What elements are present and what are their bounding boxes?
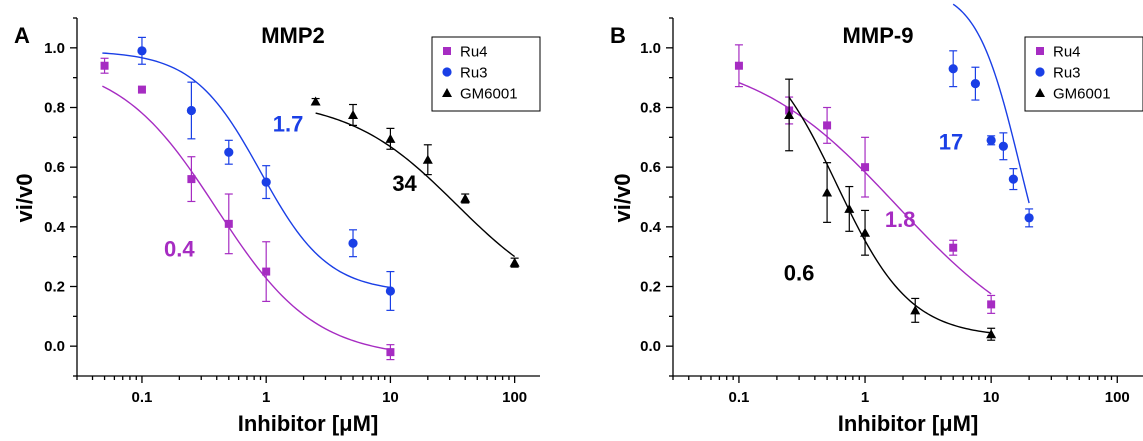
x-tick-label: 100 — [502, 389, 527, 406]
ic50-annotation: 0.6 — [784, 261, 815, 286]
y-tick-label: 0.4 — [640, 219, 662, 236]
x-tick-label: 100 — [1105, 389, 1130, 406]
series-gm6001 — [784, 78, 997, 341]
y-tick-label: 0.2 — [640, 279, 661, 296]
data-point — [970, 79, 980, 89]
data-point — [823, 121, 832, 130]
x-tick-label: 10 — [983, 389, 1000, 406]
fit-curve-ru3 — [102, 52, 391, 289]
data-point — [986, 329, 997, 339]
series-gm6001 — [310, 96, 520, 268]
data-point — [1024, 213, 1034, 223]
series-ru3 — [948, 3, 1034, 228]
y-axis-title: vi/v0 — [12, 174, 37, 223]
data-point — [949, 243, 958, 252]
data-point — [734, 61, 743, 70]
data-point — [137, 85, 146, 94]
data-point — [100, 61, 109, 70]
data-point — [460, 193, 471, 203]
fit-curve-gm6001 — [315, 112, 516, 258]
legend-box — [1024, 36, 1143, 112]
data-point — [422, 154, 433, 164]
x-axis-title: Inhibitor [μM] — [838, 411, 979, 436]
data-point — [784, 109, 795, 119]
y-tick-label: 0.0 — [44, 338, 65, 355]
data-point — [224, 147, 234, 157]
chart-panel-b: 0.1 1 10 100 0.0 0.2 0.4 0.6 0.8 1.0 B MMP-9 vi/v0 In… — [610, 3, 1143, 436]
y-tick-label: 0.2 — [44, 279, 65, 296]
legend-marker — [1035, 67, 1045, 77]
legend-label: Ru4 — [1053, 44, 1081, 61]
chart-panel-a: 0.1 1 10 100 0.0 0.2 0.4 0.6 0.8 1.0 A MMP2 vi/v0 Inh… — [12, 17, 541, 436]
y-tick-label: 0.8 — [640, 100, 661, 117]
data-point — [137, 46, 147, 56]
fit-curve-ru3 — [952, 3, 1030, 204]
x-tick-label: 0.1 — [729, 389, 750, 406]
legend-label: Ru4 — [460, 44, 488, 61]
legend-label: GM6001 — [1053, 86, 1111, 103]
series-ru4 — [100, 57, 395, 361]
data-point — [310, 96, 321, 106]
data-point — [910, 305, 921, 315]
ic50-annotation: 1.8 — [885, 207, 916, 232]
data-point — [987, 300, 996, 309]
x-tick-label: 1 — [861, 389, 869, 406]
data-point — [187, 175, 196, 184]
data-point — [262, 267, 271, 276]
data-point — [224, 219, 233, 228]
data-point — [509, 257, 520, 267]
y-tick-label: 0.6 — [44, 159, 65, 176]
series-ru3 — [102, 36, 396, 311]
chart-title: MMP2 — [261, 23, 325, 48]
y-tick-label: 0.6 — [640, 159, 661, 176]
data-point — [385, 286, 396, 296]
data-point — [348, 238, 358, 248]
series-ru4 — [734, 44, 996, 314]
x-axis-title: Inhibitor [μM] — [238, 411, 379, 436]
panel-letter: B — [610, 23, 626, 48]
y-tick-label: 0.4 — [44, 219, 66, 236]
legend-marker — [443, 47, 451, 55]
data-point — [261, 177, 271, 187]
data-point — [1008, 174, 1018, 184]
legend-marker — [1035, 88, 1045, 97]
data-point — [998, 141, 1008, 151]
legend: Ru4 Ru3 GM6001 — [431, 36, 541, 112]
data-point — [986, 135, 996, 145]
data-point — [822, 187, 833, 197]
chart-title: MMP-9 — [843, 23, 914, 48]
ic50-annotation: 34 — [392, 171, 417, 196]
fit-curve-ru4 — [102, 85, 391, 351]
y-tick-label: 0.8 — [44, 100, 65, 117]
ic50-annotation: 17 — [939, 129, 963, 154]
y-tick-label: 1.0 — [640, 40, 661, 57]
data-point — [348, 109, 359, 119]
data-point — [860, 227, 871, 237]
fit-curve-gm6001 — [788, 97, 992, 334]
legend-label: GM6001 — [460, 86, 518, 103]
legend: Ru4 Ru3 GM6001 — [1024, 36, 1143, 112]
legend-marker — [442, 67, 452, 77]
data-point — [186, 105, 196, 116]
data-point — [386, 348, 395, 357]
data-point — [844, 203, 855, 213]
legend-marker — [442, 88, 452, 97]
legend-marker — [1036, 47, 1044, 55]
legend-label: Ru3 — [1053, 65, 1081, 82]
data-point — [861, 163, 870, 172]
data-point — [385, 133, 396, 143]
ic50-annotation: 1.7 — [273, 111, 304, 136]
y-tick-label: 0.0 — [640, 338, 661, 355]
x-tick-label: 0.1 — [132, 389, 153, 406]
ic50-annotation: 0.4 — [164, 237, 195, 262]
data-point — [948, 64, 958, 74]
x-tick-label: 10 — [382, 389, 399, 406]
y-tick-label: 1.0 — [44, 40, 65, 57]
legend-label: Ru3 — [460, 65, 488, 82]
y-axis-title: vi/v0 — [610, 174, 635, 223]
panel-letter: A — [14, 23, 30, 48]
x-tick-label: 1 — [262, 389, 270, 406]
